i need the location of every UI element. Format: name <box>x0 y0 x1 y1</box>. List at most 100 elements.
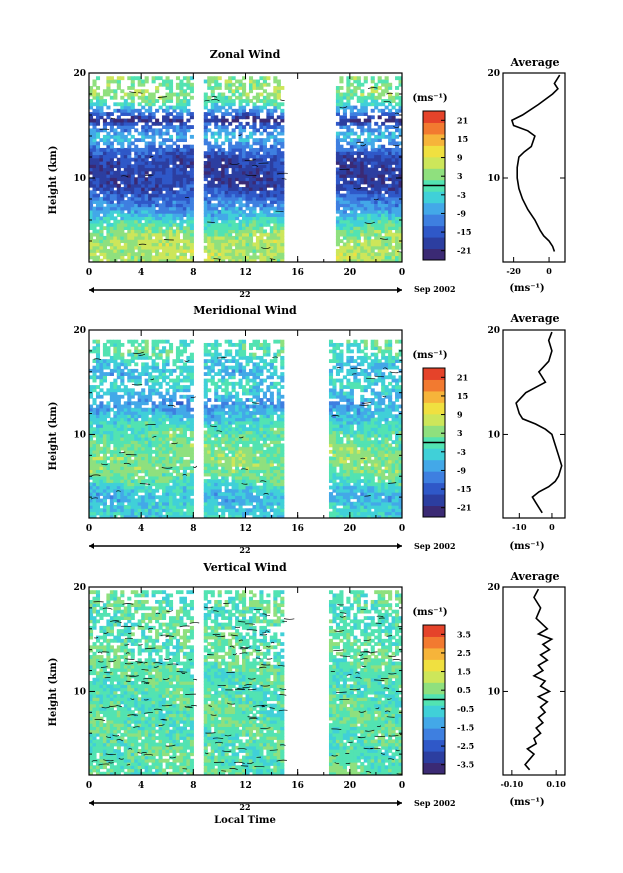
heatmap-cell <box>203 183 208 188</box>
heatmap-cell <box>255 219 261 224</box>
heatmap-cell <box>116 125 121 129</box>
heatmap-cell <box>144 76 149 81</box>
heatmap-cell <box>137 108 142 113</box>
heatmap-cell <box>203 206 208 211</box>
heatmap-cell <box>137 498 142 503</box>
heatmap-cell <box>134 433 139 438</box>
heatmap-cell <box>388 219 393 224</box>
heatmap-cell <box>186 424 191 428</box>
heatmap-cell <box>259 138 264 143</box>
heatmap-cell <box>151 79 156 84</box>
heatmap-cell <box>127 167 132 172</box>
heatmap-cell <box>113 95 118 100</box>
heatmap-cell <box>130 177 135 182</box>
heatmap-cell <box>186 436 191 441</box>
heatmap-cell <box>106 216 111 221</box>
heatmap-cell <box>388 203 393 208</box>
heatmap-cell <box>280 174 285 178</box>
heatmap-cell <box>106 255 111 260</box>
heatmap-cell <box>172 414 177 419</box>
heatmap-cell <box>398 183 402 188</box>
heatmap-cell <box>248 183 254 188</box>
heatmap-cell <box>127 105 132 110</box>
heatmap-cell <box>148 222 153 227</box>
heatmap-cell <box>335 170 340 175</box>
heatmap-cell <box>280 255 285 260</box>
heatmap-cell <box>113 222 118 227</box>
heatmap-cell <box>113 154 118 159</box>
heatmap-cell <box>141 248 146 253</box>
heatmap-cell <box>186 232 191 237</box>
heatmap-cell <box>109 222 114 227</box>
heatmap-cell <box>165 352 170 357</box>
heatmap-cell <box>113 339 118 344</box>
heatmap-cell <box>130 112 135 116</box>
contour-segment <box>281 178 287 180</box>
heatmap-cell <box>179 200 184 204</box>
heatmap-cell <box>210 86 215 90</box>
heatmap-cell <box>130 164 135 169</box>
heatmap-cell <box>148 92 153 97</box>
heatmap-cell <box>189 180 194 185</box>
heatmap-cell <box>388 213 393 217</box>
heatmap-cell <box>356 112 361 116</box>
heatmap-cell <box>224 154 229 159</box>
heatmap-cell <box>109 498 114 503</box>
heatmap-cell <box>210 216 215 221</box>
heatmap-cell <box>95 394 101 399</box>
heatmap-cell <box>248 160 254 165</box>
heatmap-cell <box>342 232 347 237</box>
heatmap-cell <box>235 213 240 217</box>
heatmap-cell <box>95 456 101 461</box>
heatmap-cell <box>144 170 149 175</box>
heatmap-cell <box>266 174 271 178</box>
heatmap-cell <box>151 420 156 425</box>
heatmap-cell <box>262 190 267 195</box>
profile-y-tick-label: 10 <box>487 174 500 184</box>
heatmap-cell <box>346 193 351 198</box>
heatmap-cell <box>210 183 215 188</box>
heatmap-cell <box>168 177 174 182</box>
heatmap-cell <box>99 368 104 373</box>
heatmap-cell <box>89 391 94 396</box>
heatmap-cell <box>106 511 111 516</box>
heatmap-cell <box>95 391 101 396</box>
heatmap-cell <box>102 226 107 231</box>
heatmap-cell <box>182 365 187 370</box>
heatmap-cell <box>356 232 361 237</box>
heatmap-cell <box>280 118 285 123</box>
heatmap-cell <box>370 242 375 247</box>
heatmap-cell <box>134 213 139 217</box>
heatmap-cell <box>273 196 278 201</box>
heatmap-cell <box>207 436 212 441</box>
heatmap-cell <box>391 193 396 198</box>
heatmap-cell <box>210 174 215 178</box>
heatmap-cell <box>207 174 212 178</box>
heatmap-cell <box>89 226 94 231</box>
heatmap-cell <box>273 235 278 240</box>
heatmap-cell <box>137 203 142 208</box>
heatmap-cell <box>360 248 365 253</box>
heatmap-cell <box>151 206 156 211</box>
heatmap-cell <box>175 258 181 262</box>
heatmap-cell <box>179 372 184 376</box>
heatmap-cell <box>370 252 375 257</box>
heatmap-cell <box>158 381 163 386</box>
heatmap-cell <box>130 449 135 454</box>
heatmap-cell <box>186 99 191 103</box>
heatmap-cell <box>162 102 167 107</box>
heatmap-cell <box>172 407 177 412</box>
heatmap-cell <box>95 453 101 458</box>
heatmap-cell <box>207 469 212 474</box>
heatmap-cell <box>207 183 212 188</box>
heatmap-cell <box>203 501 208 506</box>
heatmap-cell <box>127 196 132 201</box>
heatmap-cell <box>89 209 94 214</box>
heatmap-cell <box>335 242 340 247</box>
heatmap-cell <box>342 219 347 224</box>
heatmap-cell <box>189 187 194 191</box>
heatmap-cell <box>172 216 177 221</box>
heatmap-cell <box>141 170 146 175</box>
heatmap-cell <box>168 200 174 204</box>
heatmap-cell <box>214 239 219 244</box>
